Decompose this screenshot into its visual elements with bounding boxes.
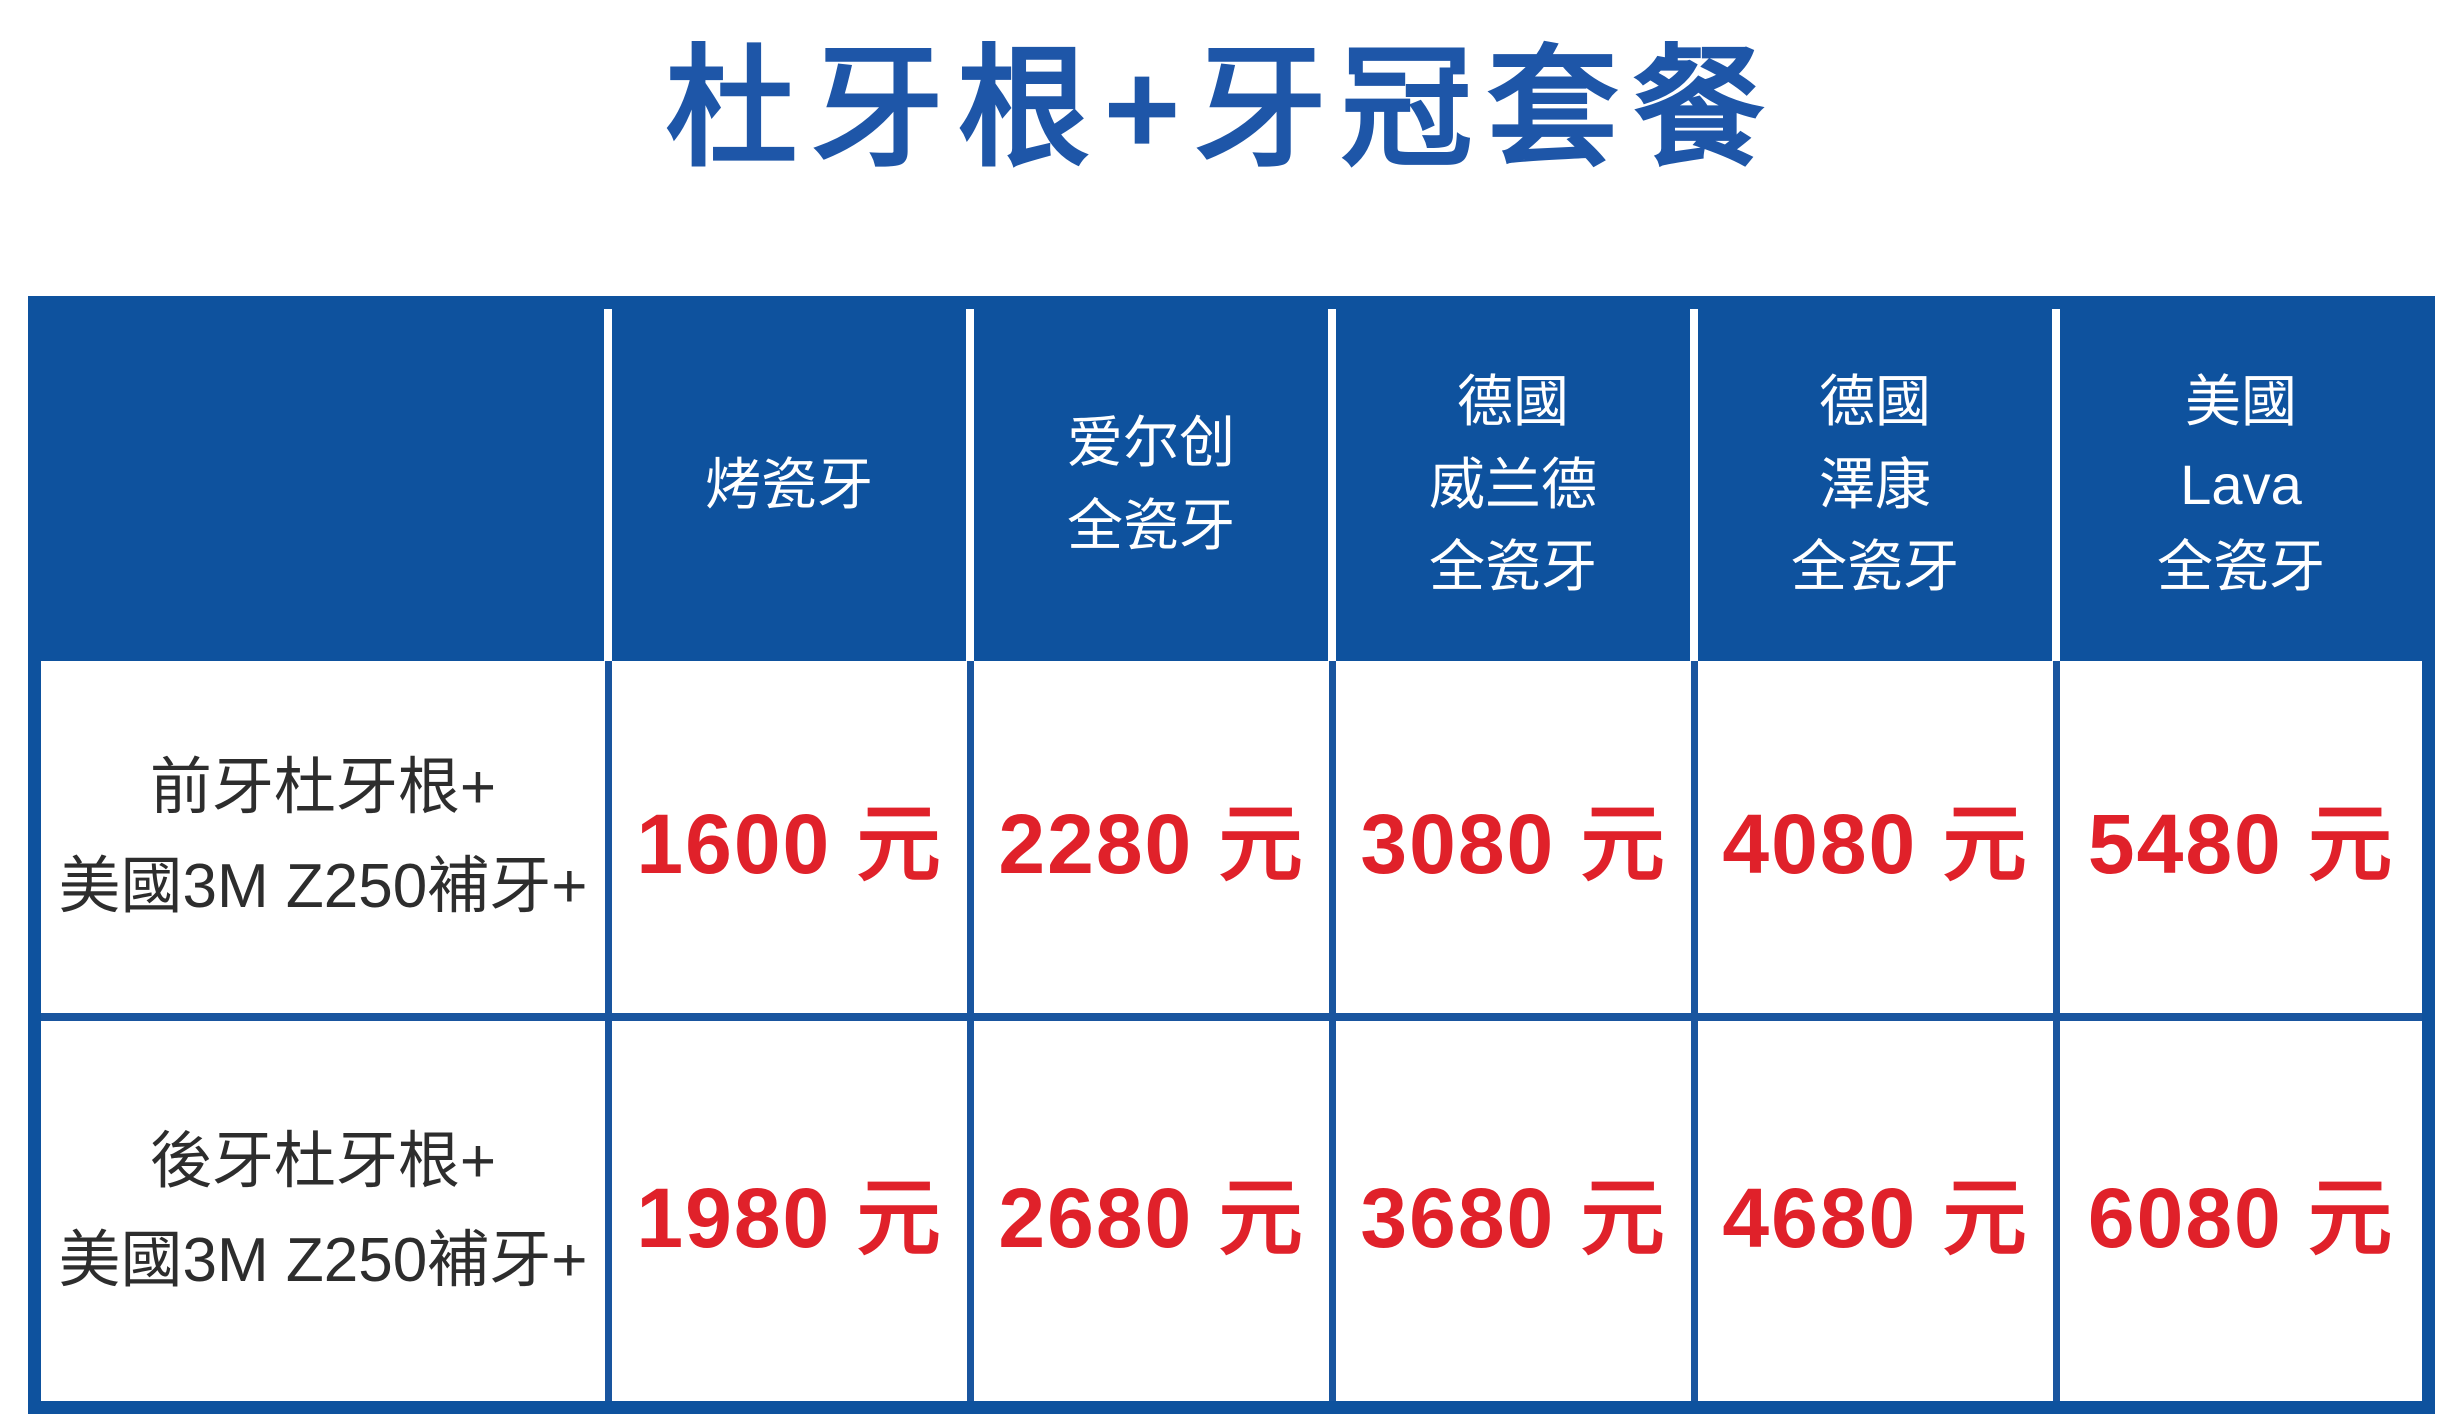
header-cell-lava: 美國 Lava 全瓷牙: [2060, 309, 2422, 661]
price-cell: 3080 元: [1336, 661, 1698, 1013]
header-cell-upcera: 爱尔创 全瓷牙: [974, 309, 1336, 661]
price-cell: 2280 元: [974, 661, 1336, 1013]
header-cell-porcelain: 烤瓷牙: [612, 309, 974, 661]
price-cell: 1600 元: [612, 661, 974, 1013]
price-cell: 2680 元: [974, 1013, 1336, 1401]
price-cell: 5480 元: [2060, 661, 2422, 1013]
row-label: 後牙杜牙根+ 美國3M Z250補牙+: [41, 1013, 612, 1401]
price-cell: 6080 元: [2060, 1013, 2422, 1401]
header-cell-wieland: 德國 威兰德 全瓷牙: [1336, 309, 1698, 661]
row-label: 前牙杜牙根+ 美國3M Z250補牙+: [41, 661, 612, 1013]
price-cell: 1980 元: [612, 1013, 974, 1401]
table-header-row: 烤瓷牙 爱尔创 全瓷牙 德國 威兰德 全瓷牙 德國 澤康 全瓷牙 美國 Lava…: [41, 309, 2422, 661]
price-cell: 4080 元: [1698, 661, 2060, 1013]
header-cell-blank: [41, 309, 612, 661]
page-title: 杜牙根+牙冠套餐: [665, 35, 1779, 182]
table-row-back-tooth: 後牙杜牙根+ 美國3M Z250補牙+ 1980 元 2680 元 3680 元…: [41, 1013, 2422, 1401]
header-cell-zirkonzahn: 德國 澤康 全瓷牙: [1698, 309, 2060, 661]
price-cell: 3680 元: [1336, 1013, 1698, 1401]
price-cell: 4680 元: [1698, 1013, 2060, 1401]
table-row-front-tooth: 前牙杜牙根+ 美國3M Z250補牙+ 1600 元 2280 元 3080 元…: [41, 661, 2422, 1013]
price-table: 烤瓷牙 爱尔创 全瓷牙 德國 威兰德 全瓷牙 德國 澤康 全瓷牙 美國 Lava…: [28, 296, 2435, 1414]
